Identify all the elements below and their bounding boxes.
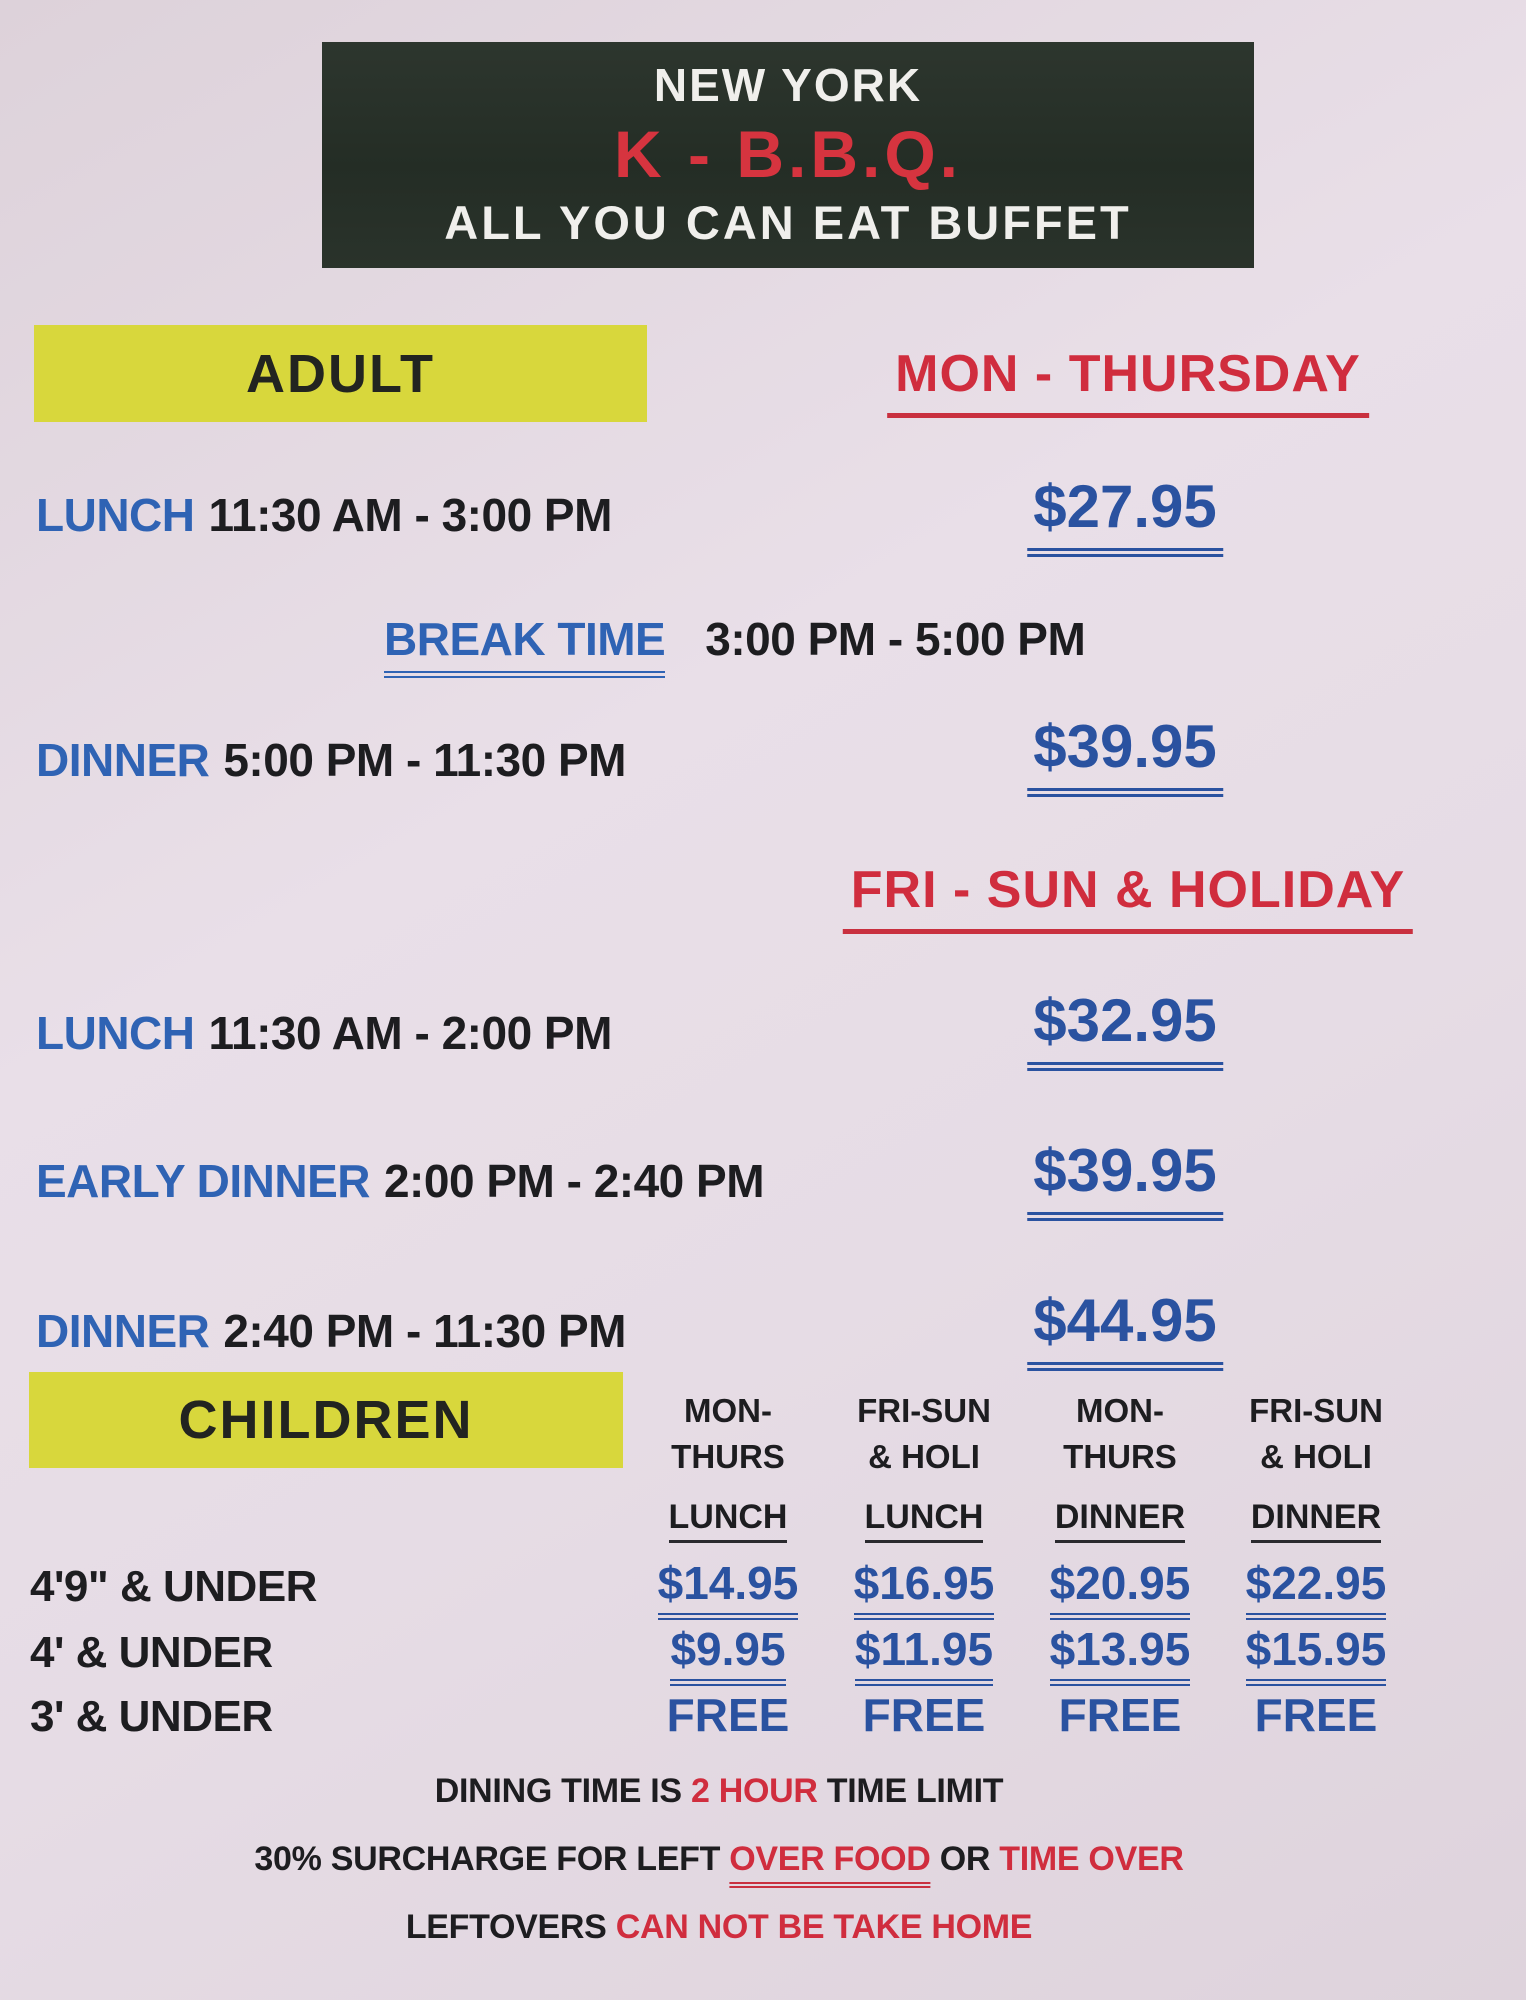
weekend-lunch-row: LUNCH 11:30 AM - 2:00 PM	[36, 1006, 612, 1060]
children-column-headers-meal: LUNCH LUNCH DINNER DINNER	[630, 1498, 1414, 1543]
children-height-label: 3' & UNDER	[30, 1692, 273, 1741]
weekend-dinner-time: 2:40 PM - 11:30 PM	[223, 1305, 626, 1357]
weekend-lunch-label: LUNCH	[36, 1007, 195, 1059]
weekday-title: MON - THURSDAY	[887, 344, 1369, 418]
children-height-label: 4'9" & UNDER	[30, 1562, 317, 1611]
header-city: NEW YORK	[653, 59, 923, 111]
column-header-meal: LUNCH	[864, 1498, 984, 1543]
column-header: THURS	[1063, 1438, 1177, 1475]
children-price-free: FREE	[862, 1689, 986, 1741]
column-header: FRI-SUN	[857, 1392, 991, 1429]
weekend-title: FRI - SUN & HOLIDAY	[842, 860, 1414, 934]
children-price: $14.95	[657, 1556, 799, 1620]
weekday-lunch-time: 11:30 AM - 3:00 PM	[208, 489, 612, 541]
children-height-label: 4' & UNDER	[30, 1628, 273, 1677]
restaurant-name: K - B.B.Q.	[614, 116, 962, 191]
weekend-lunch-price: $32.95	[1027, 986, 1223, 1071]
children-price: $16.95	[853, 1556, 995, 1620]
weekend-early-dinner-price: $39.95	[1027, 1136, 1223, 1221]
children-section-label: CHILDREN	[178, 1390, 474, 1450]
weekday-dinner-price: $39.95	[1027, 712, 1223, 797]
children-price-row: $9.95 $11.95 $13.95 $15.95	[630, 1622, 1414, 1686]
children-price-free: FREE	[1254, 1689, 1378, 1741]
weekday-lunch-price: $27.95	[1027, 472, 1223, 557]
weekend-dinner-row: DINNER 2:40 PM - 11:30 PM	[36, 1304, 626, 1358]
children-price-free: FREE	[1058, 1689, 1182, 1741]
children-price: $13.95	[1049, 1622, 1191, 1686]
children-price-free: FREE	[666, 1689, 790, 1741]
weekend-early-dinner-time: 2:00 PM - 2:40 PM	[383, 1155, 765, 1207]
note-text: OR	[939, 1840, 991, 1878]
weekday-lunch-row: LUNCH 11:30 AM - 3:00 PM	[36, 488, 612, 542]
children-price-row: FREE FREE FREE FREE	[630, 1688, 1414, 1745]
children-column-headers-line2: THURS & HOLI THURS & HOLI	[630, 1438, 1414, 1476]
header-sign: NEW YORK K - B.B.Q. ALL YOU CAN EAT BUFF…	[322, 42, 1254, 268]
column-header: FRI-SUN	[1249, 1392, 1383, 1429]
note-text: 30% SURCHARGE FOR LEFT	[254, 1840, 721, 1878]
note-highlight-underlined: OVER FOOD	[729, 1840, 931, 1888]
column-header: & HOLI	[1260, 1438, 1372, 1475]
surcharge-note: 30% SURCHARGE FOR LEFT OVER FOOD OR TIME…	[254, 1840, 1184, 1888]
note-highlight: 2 HOUR	[690, 1772, 818, 1810]
leftovers-note: LEFTOVERS CAN NOT BE TAKE HOME	[405, 1908, 1033, 1947]
children-price: $20.95	[1049, 1556, 1191, 1620]
note-text: LEFTOVERS	[405, 1908, 607, 1946]
weekday-dinner-row: DINNER 5:00 PM - 11:30 PM	[36, 733, 626, 787]
column-header: THURS	[671, 1438, 785, 1475]
adult-section-badge: ADULT	[34, 325, 647, 422]
column-header-meal: DINNER	[1250, 1498, 1382, 1543]
note-text: DINING TIME IS	[434, 1772, 682, 1810]
weekend-lunch-time: 11:30 AM - 2:00 PM	[208, 1007, 612, 1059]
break-time-hours: 3:00 PM - 5:00 PM	[705, 613, 1086, 665]
note-highlight: CAN NOT BE TAKE HOME	[615, 1908, 1033, 1946]
children-price: $11.95	[854, 1622, 994, 1686]
children-price: $15.95	[1245, 1622, 1387, 1686]
break-time-row: BREAK TIME 3:00 PM - 5:00 PM	[384, 612, 1086, 678]
weekend-early-dinner-row: EARLY DINNER 2:00 PM - 2:40 PM	[36, 1154, 765, 1208]
dining-time-note: DINING TIME IS 2 HOUR TIME LIMIT	[434, 1772, 1004, 1811]
note-text: TIME LIMIT	[826, 1772, 1004, 1810]
weekend-dinner-label: DINNER	[36, 1305, 210, 1357]
children-column-headers-line1: MON- FRI-SUN MON- FRI-SUN	[630, 1392, 1414, 1430]
note-highlight: TIME OVER	[999, 1840, 1184, 1878]
children-section-badge: CHILDREN	[29, 1372, 623, 1468]
weekend-early-dinner-label: EARLY DINNER	[36, 1155, 370, 1207]
children-price: $9.95	[670, 1622, 786, 1686]
weekend-dinner-price: $44.95	[1027, 1286, 1223, 1371]
weekday-lunch-label: LUNCH	[36, 489, 195, 541]
column-header: & HOLI	[868, 1438, 980, 1475]
children-price: $22.95	[1245, 1556, 1387, 1620]
adult-section-label: ADULT	[246, 343, 435, 404]
header-tagline: ALL YOU CAN EAT BUFFET	[444, 196, 1132, 249]
children-price-row: $14.95 $16.95 $20.95 $22.95	[630, 1556, 1414, 1620]
column-header: MON-	[684, 1392, 772, 1429]
column-header: MON-	[1076, 1392, 1164, 1429]
column-header-meal: DINNER	[1054, 1498, 1186, 1543]
column-header-meal: LUNCH	[668, 1498, 788, 1543]
weekday-dinner-time: 5:00 PM - 11:30 PM	[223, 734, 626, 786]
break-time-label: BREAK TIME	[384, 612, 666, 678]
weekday-dinner-label: DINNER	[36, 734, 210, 786]
